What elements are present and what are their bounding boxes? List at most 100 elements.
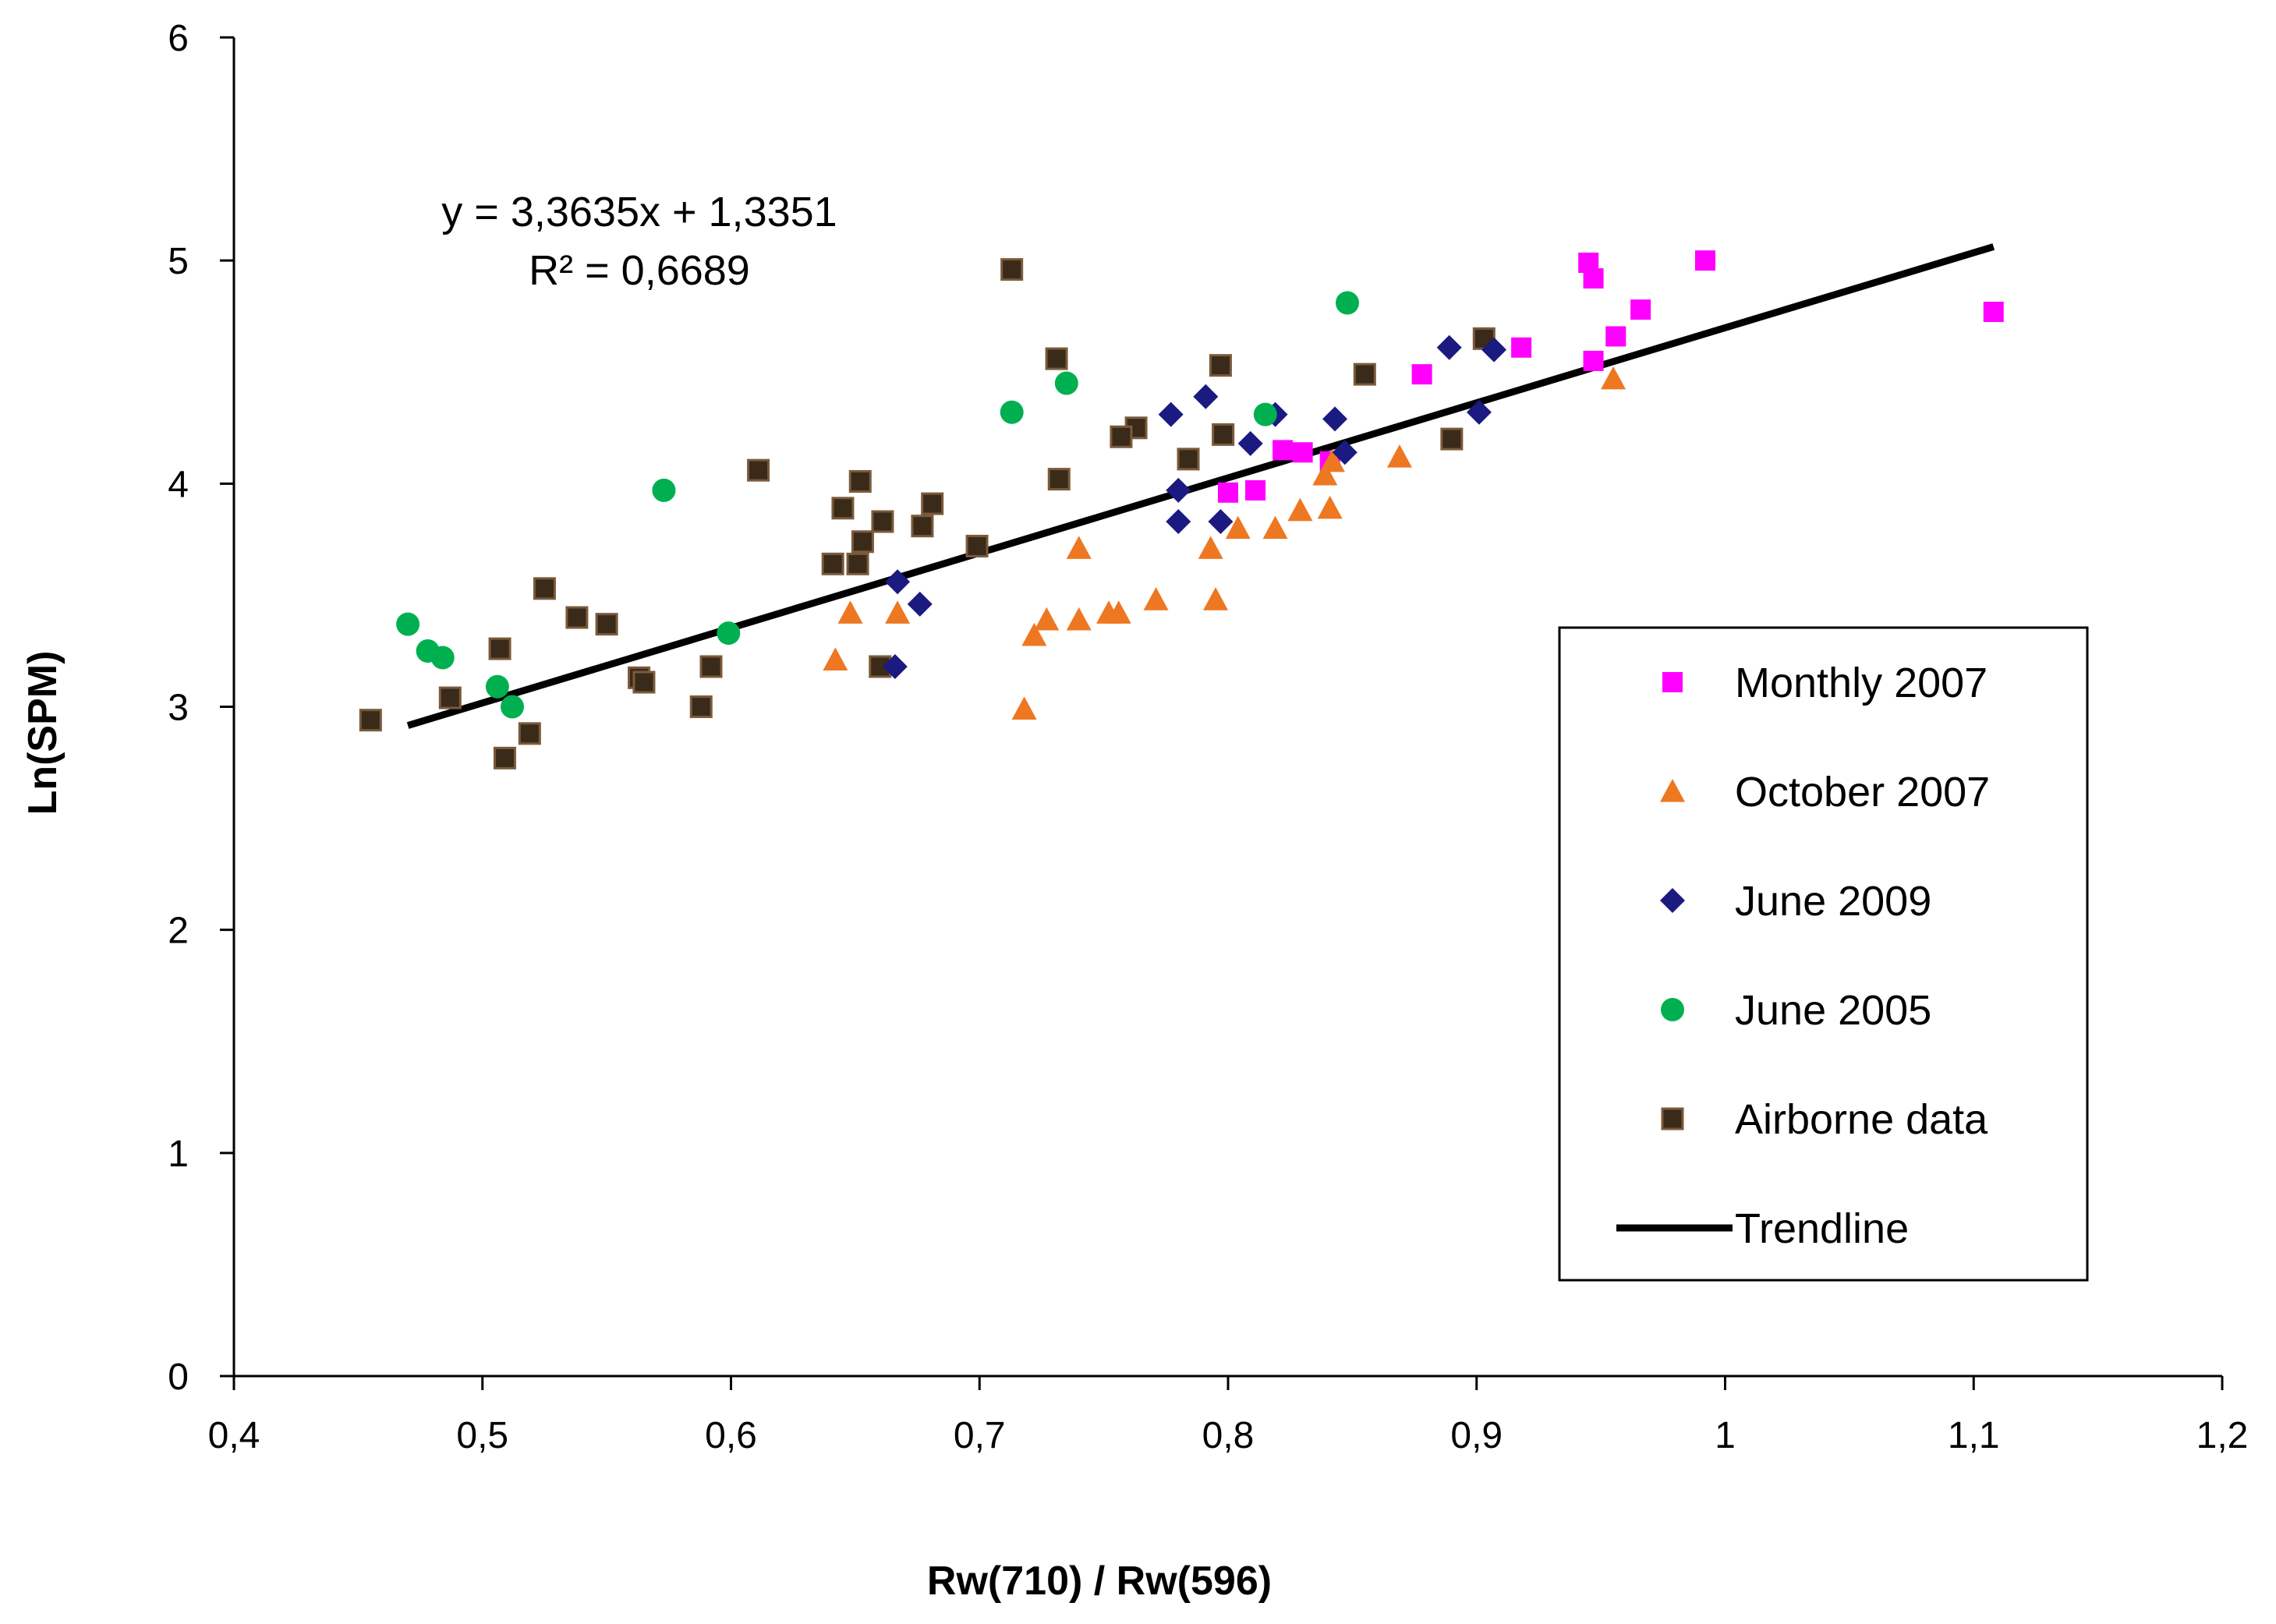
data-point [1166,508,1191,534]
data-point [846,552,869,575]
y-tick-label: 5 [168,241,189,282]
data-point [396,612,420,636]
legend-label: Monthly 2007 [1735,660,1988,706]
data-point [1158,402,1184,427]
legend-label: Airborne data [1735,1096,1988,1143]
data-point [1110,425,1133,448]
data-point [689,695,713,718]
series-june-2009 [882,334,1507,679]
legend-box [1558,626,2089,1282]
data-point [1066,536,1092,559]
y-tick-label: 2 [168,911,189,952]
y-tick-label: 4 [168,464,189,505]
x-tick-label: 0,8 [1202,1415,1255,1456]
data-point [485,674,509,699]
y-tick-label: 6 [168,18,189,59]
data-point [533,577,556,600]
data-point [1177,448,1200,471]
data-point [699,655,723,678]
data-point [1218,482,1238,503]
x-tick-label: 1 [1715,1415,1736,1456]
data-point [1287,497,1313,522]
data-point [885,569,911,595]
data-point [1262,515,1288,540]
data-point [871,510,894,533]
legend-item-october-2007: October 2007 [1660,769,1990,816]
data-point [1096,600,1121,624]
data-point [632,670,656,694]
legend-label: Trendline [1735,1205,1909,1252]
data-point [1209,354,1232,377]
data-point [851,530,874,554]
data-point [1166,477,1191,503]
data-point [430,646,455,670]
data-point [1436,334,1462,360]
data-point [1143,587,1169,610]
x-tick-label: 1,1 [1948,1415,2000,1456]
data-point [1601,366,1626,390]
y-tick-label: 1 [168,1134,189,1175]
data-point [1047,468,1071,491]
legend-marker [1661,998,1684,1021]
data-point [911,515,934,538]
data-point [493,746,516,770]
data-point [595,613,618,636]
data-point [1225,515,1251,540]
data-point [885,600,911,624]
r-squared-label: R² = 0,6689 [529,247,750,294]
data-point [1481,337,1507,363]
data-point [1466,399,1492,425]
data-point [717,621,741,646]
data-point [1011,696,1037,720]
axes: 0 1 2 3 4 5 6 0,4 0,5 0,6 0,7 0,8 0,9 1 1,1 1,2 [168,18,2248,1456]
data-point [1054,371,1078,395]
data-point [1245,479,1266,501]
data-point [965,534,989,557]
y-tick-label: 0 [168,1357,189,1398]
data-point [1353,363,1376,386]
data-point [359,709,382,732]
legend-item-airborne-data: Airborne data [1661,1096,1988,1143]
data-point [1034,607,1060,631]
data-point [1000,258,1024,281]
series-airborne-data [359,258,1496,770]
legend-item-trendline: Trendline [1616,1205,1909,1252]
legend-marker [1662,672,1683,692]
data-point [1273,440,1294,461]
data-point [1045,347,1068,370]
legend-item-monthly-2007: Monthly 2007 [1662,660,1988,706]
data-point [1317,495,1343,519]
legend-item-june-2009: June 2009 [1660,878,1931,925]
data-points [359,250,2004,770]
data-point [488,637,511,660]
data-point [1983,301,2004,322]
legend-label: June 2009 [1735,878,1931,925]
trendline [406,243,1995,729]
data-point [1695,250,1715,271]
data-point [1630,299,1651,320]
legend-marker [1660,888,1685,913]
x-tick-label: 1,2 [2196,1415,2249,1456]
data-point [1332,440,1357,465]
data-point [823,647,848,671]
legend-marker [1661,1107,1684,1130]
data-point [1253,402,1277,426]
x-tick-label: 0,6 [705,1415,757,1456]
data-point [501,695,524,719]
data-point [652,478,676,502]
data-point [1511,337,1532,358]
data-point [1336,291,1359,315]
x-axis-title: Rw(710) / Rw(596) [927,1559,1272,1604]
data-point [837,600,863,624]
data-point [1411,364,1432,385]
legend-marker [1660,779,1685,802]
legend-label: June 2005 [1735,987,1931,1034]
data-point [1203,587,1229,610]
data-point [1193,384,1219,409]
data-point [1208,508,1234,534]
data-point [1605,326,1626,347]
data-point [1237,430,1263,456]
data-point [1066,607,1092,631]
data-point [1322,406,1348,432]
data-point [1312,462,1338,486]
